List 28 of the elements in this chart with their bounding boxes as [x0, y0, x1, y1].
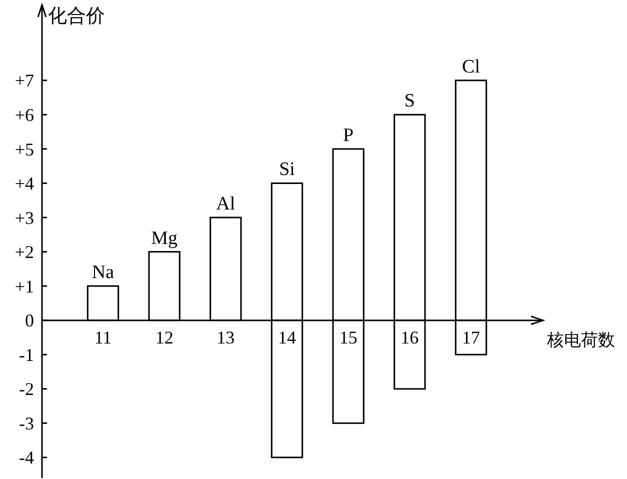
y-tick-label: -4	[19, 448, 34, 468]
annotation: P	[343, 124, 354, 146]
y-tick-label: +4	[14, 174, 34, 194]
annotation: Si	[279, 159, 295, 180]
annotation: S	[404, 90, 415, 112]
y-tick-label: -1	[19, 344, 34, 365]
y-tick-label: +5	[14, 139, 34, 160]
x-tick-label: 11	[94, 327, 112, 348]
x-tick-label: 17	[462, 327, 480, 348]
y-tick-label: -3	[19, 413, 34, 434]
y-tick-label: 0	[25, 310, 34, 331]
y-tick-label: +7	[14, 70, 34, 91]
x-tick-label: 16	[400, 327, 419, 348]
x-tick-label: 15	[339, 327, 358, 348]
annotation: Mg	[151, 228, 178, 249]
x-tick-label: 12	[155, 327, 174, 348]
y-axis-title: 化合价	[48, 6, 105, 27]
y-tick-label: +3	[14, 208, 34, 228]
annotation: Cl	[462, 56, 480, 78]
annotation: Al	[216, 194, 236, 215]
x-tick-label: 14	[278, 327, 296, 348]
y-tick-label: -2	[19, 379, 34, 400]
y-tick-label: +6	[14, 104, 34, 125]
y-tick-label: +1	[14, 276, 34, 296]
y-tick-label: +2	[14, 242, 34, 262]
x-tick-label: 13	[216, 327, 235, 348]
annotation: Na	[92, 262, 115, 284]
x-axis-title: 核电荷数	[546, 330, 615, 350]
